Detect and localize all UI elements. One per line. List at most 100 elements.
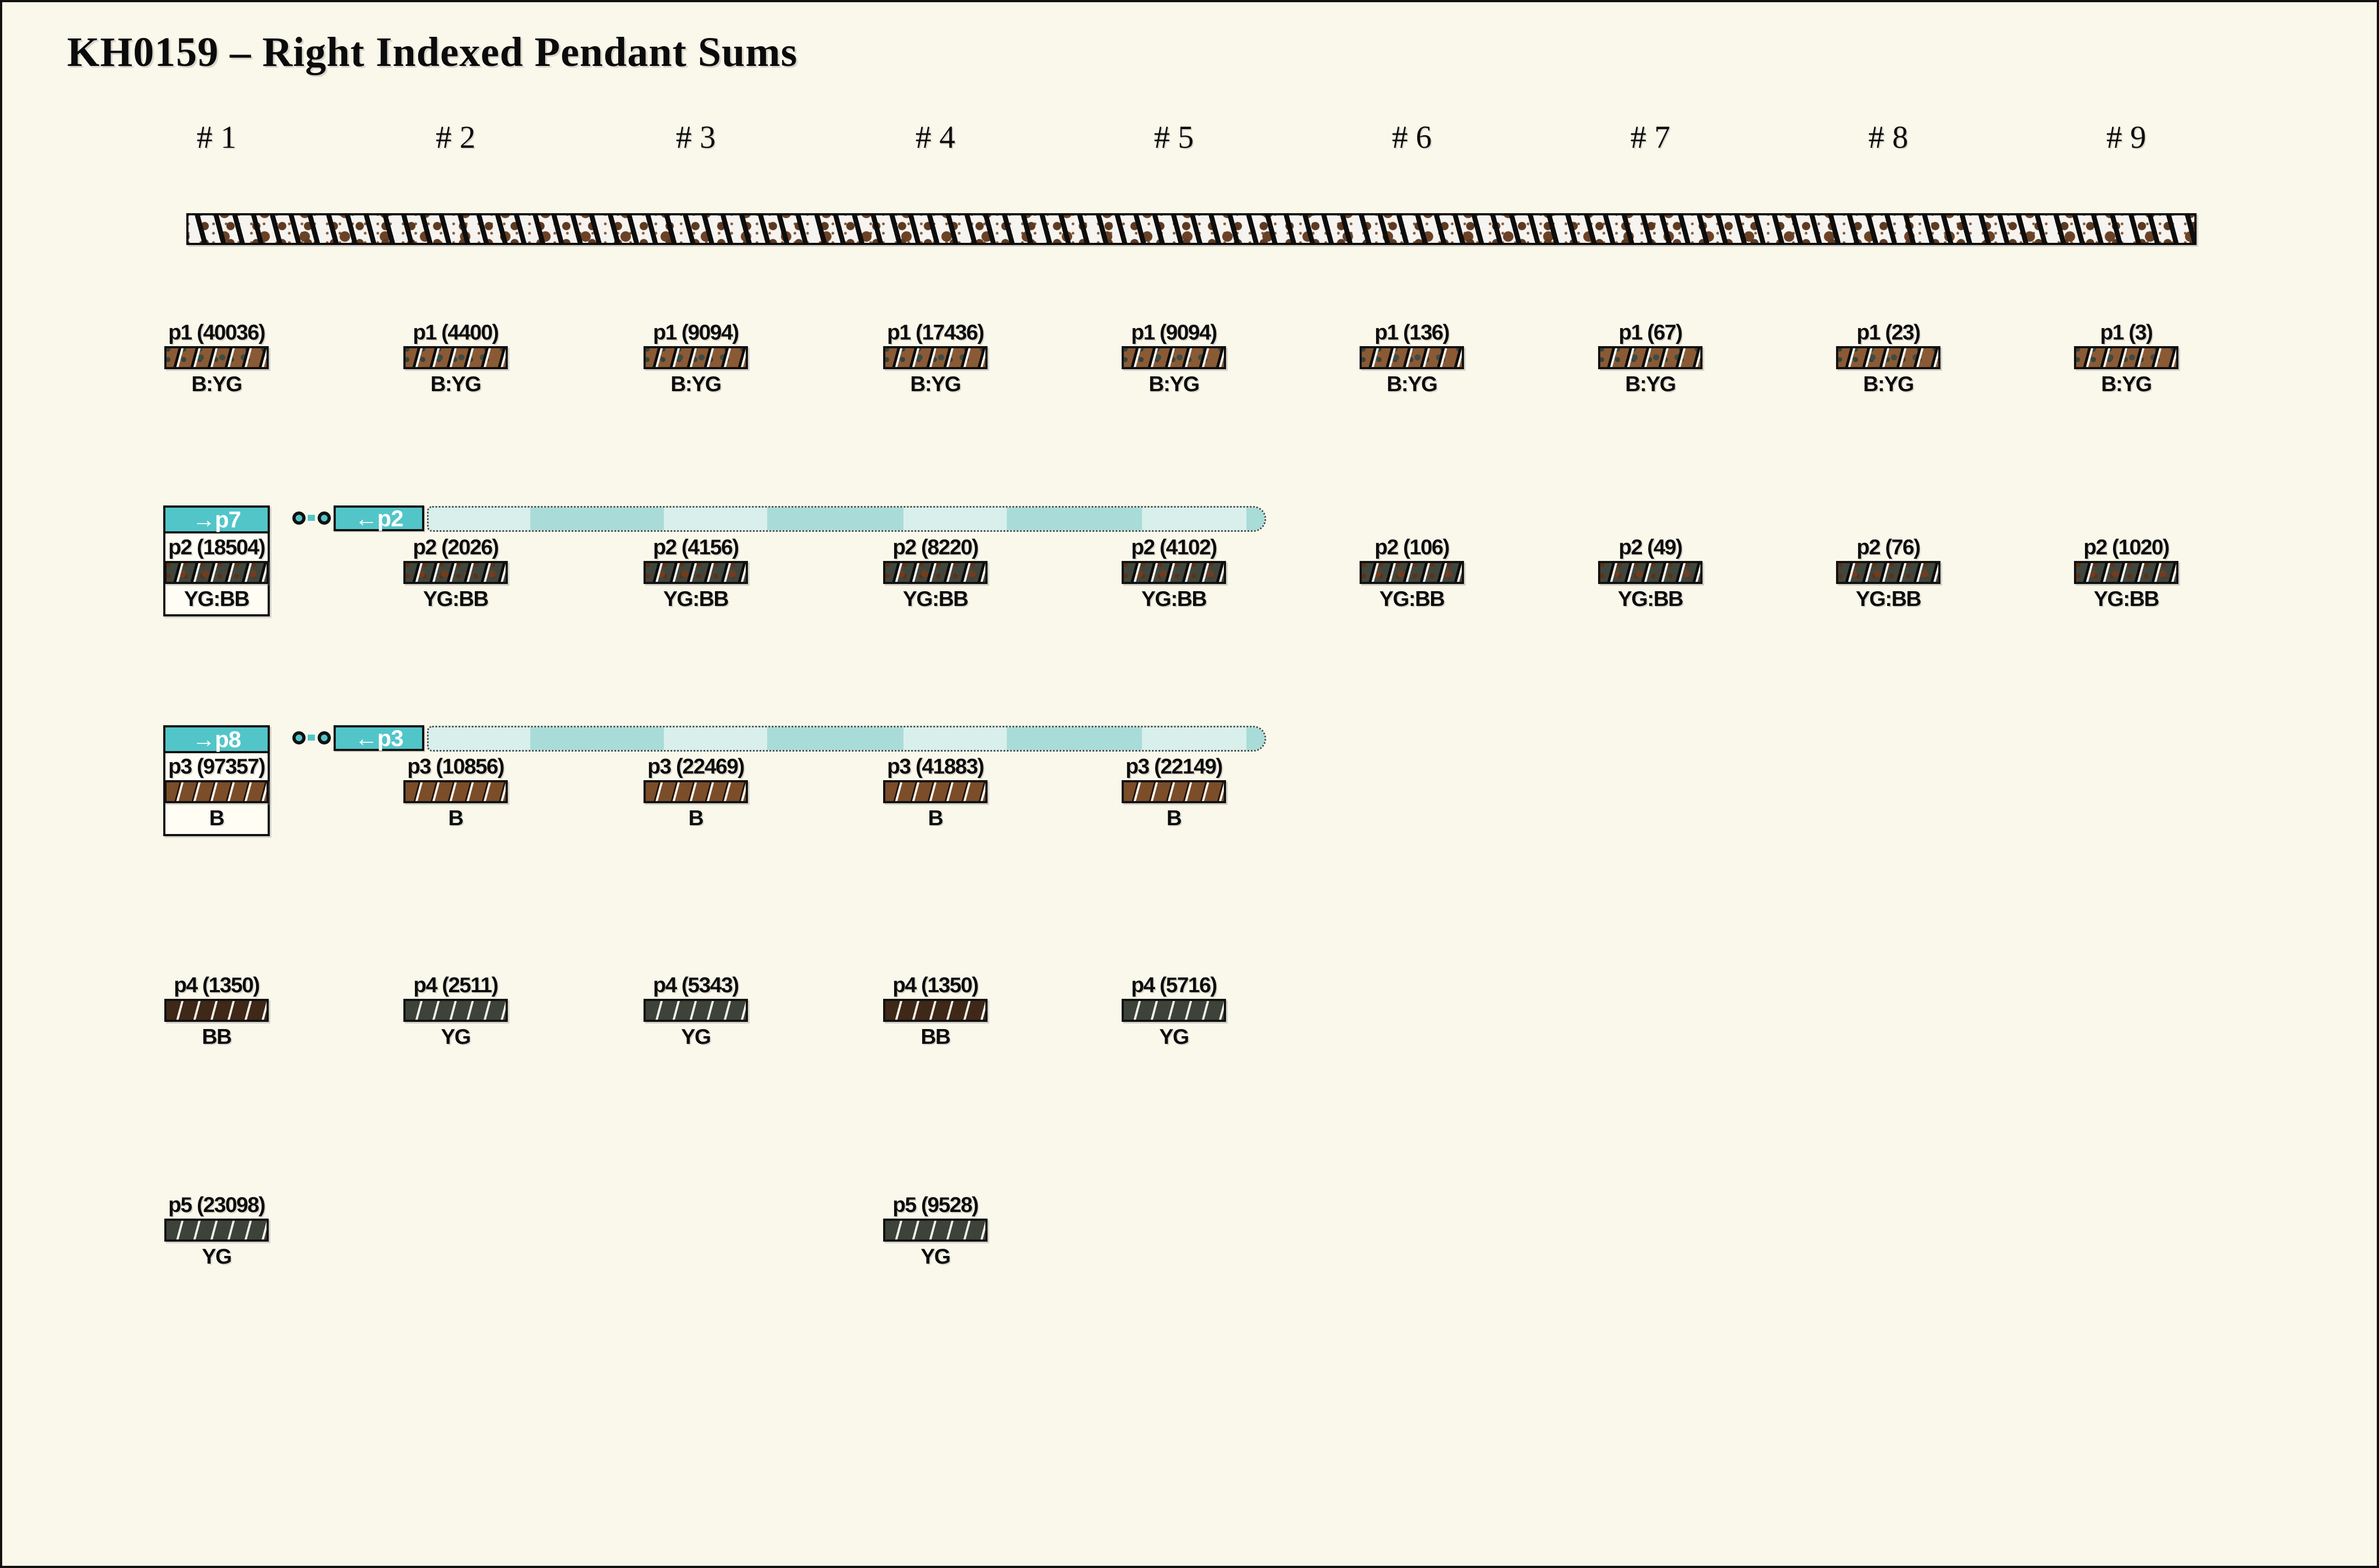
color-tag: B:YG [1625, 372, 1676, 396]
pendant-cell: p2 (8220) YG:BB [883, 535, 988, 612]
color-tag: YG:BB [1141, 587, 1207, 611]
span-band-segment [1007, 508, 1142, 530]
color-tag: YG:BB [423, 587, 489, 611]
color-tag: YG [441, 1025, 471, 1049]
span-band-segment [767, 727, 903, 750]
pendant-label: p5 (9528) [892, 1193, 979, 1217]
column-header: # 6 [1391, 119, 1432, 155]
pendant-label: p2 (106) [1374, 536, 1450, 559]
pendant-cell: p2 (4102) YG:BB [1122, 535, 1226, 612]
pendant-label: p1 (9094) [653, 321, 739, 344]
color-tag: YG:BB [663, 587, 729, 611]
span-band-segment [1007, 727, 1142, 750]
pendant-cell: p2 (1020) YG:BB [2074, 535, 2178, 612]
column-header: # 5 [1154, 119, 1194, 155]
pendant-label: p1 (17436) [887, 321, 984, 344]
jump-forward-tag[interactable]: →p7 [165, 508, 268, 533]
column-header: # 3 [675, 119, 716, 155]
color-tag: B:YG [1149, 372, 1200, 396]
pendant-bar [883, 561, 988, 584]
span-band [427, 726, 1266, 752]
pendant-bar [403, 346, 508, 369]
jump-back-tag[interactable]: ←p3 [334, 725, 424, 751]
color-tag: B [1166, 807, 1182, 830]
connector-dot-icon [292, 731, 306, 744]
connector-dot-icon [292, 511, 306, 525]
span-band-segment [530, 727, 664, 750]
pendant-cell: p2 (49) YG:BB [1598, 535, 1703, 612]
pendant-bar [164, 1219, 269, 1242]
pendant-label: p2 (8220) [892, 536, 979, 559]
pendant-label: p4 (5716) [1131, 974, 1217, 997]
color-tag: YG [920, 1245, 951, 1269]
pendant-bar [403, 780, 508, 803]
color-tag: B:YG [670, 372, 722, 396]
pendant-label: p4 (1350) [892, 974, 979, 997]
color-tag: B:YG [1387, 372, 1438, 396]
pendant-label: p4 (2511) [413, 974, 498, 997]
column-header: # 2 [435, 119, 476, 155]
pendant-bar [1122, 780, 1226, 803]
color-tag: YG:BB [2093, 587, 2160, 611]
page-title: KH0159 – Right Indexed Pendant Sums [67, 29, 798, 75]
pendant-bar [1360, 561, 1464, 584]
column-header: # 4 [915, 119, 956, 155]
pendant-label: p2 (4156) [653, 536, 739, 559]
pendant-cell: p2 (76) YG:BB [1836, 535, 1940, 612]
jump-back-tag[interactable]: ←p2 [334, 505, 424, 531]
color-tag: B [209, 807, 225, 830]
pendant-label: p2 (18504) [168, 536, 265, 559]
connector-dash-icon [308, 515, 315, 521]
pendant-cell: p3 (22469) B [644, 754, 748, 831]
column-header: # 1 [196, 119, 237, 155]
pendant-cell: p5 (9528) YG [883, 1193, 988, 1270]
color-tag: BB [202, 1025, 232, 1049]
pendant-bar [644, 561, 748, 584]
pendant-bar [2074, 346, 2178, 369]
color-tag: YG:BB [184, 587, 250, 611]
pendant-bar [644, 999, 748, 1022]
color-tag: B [448, 807, 464, 830]
pendant-cell: p3 (97357) B [164, 754, 269, 831]
pendant-bar [403, 999, 508, 1022]
pendant-cell: p2 (106) YG:BB [1360, 535, 1464, 612]
connector-dash-icon [308, 735, 315, 741]
pendant-bar [403, 561, 508, 584]
color-tag: B [688, 807, 704, 830]
column-header: # 8 [1868, 119, 1909, 155]
jump-forward-tag[interactable]: →p8 [165, 727, 268, 753]
pendant-cell: p4 (1350) BB [164, 973, 269, 1050]
pendant-cell: p4 (1350) BB [883, 973, 988, 1050]
color-tag: YG [1159, 1025, 1189, 1049]
pendant-cell: p1 (67) B:YG [1598, 320, 1703, 397]
color-tag: B:YG [191, 372, 242, 396]
column-header: # 7 [1630, 119, 1671, 155]
pendant-label: p3 (10856) [407, 755, 504, 779]
pendant-label: p1 (40036) [168, 321, 265, 344]
pendant-bar [883, 1219, 988, 1242]
pendant-bar [644, 780, 748, 803]
pendant-bar [164, 561, 269, 584]
pendant-bar [1360, 346, 1464, 369]
pendant-cell: p1 (23) B:YG [1836, 320, 1940, 397]
connector-dot-icon [318, 731, 331, 744]
pendant-bar [164, 780, 269, 803]
pendant-cell: p4 (5343) YG [644, 973, 748, 1050]
pendant-label: p2 (49) [1618, 536, 1683, 559]
pendant-bar [883, 999, 988, 1022]
pendant-label: p3 (22149) [1125, 755, 1223, 779]
pendant-cell: p3 (22149) B [1122, 754, 1226, 831]
pendant-cell: p3 (41883) B [883, 754, 988, 831]
color-tag: YG:BB [1855, 587, 1922, 611]
pendant-bar [1836, 561, 1940, 584]
pendant-cell: p4 (5716) YG [1122, 973, 1226, 1050]
pendant-label: p4 (1350) [174, 974, 260, 997]
pendant-cell: p5 (23098) YG [164, 1193, 269, 1270]
pendant-label: p1 (4400) [413, 321, 499, 344]
pendant-bar [164, 999, 269, 1022]
color-tag: YG [202, 1245, 232, 1269]
pendant-cell: p1 (9094) B:YG [1122, 320, 1226, 397]
pendant-bar [883, 780, 988, 803]
pendant-label: p1 (3) [2100, 321, 2153, 344]
